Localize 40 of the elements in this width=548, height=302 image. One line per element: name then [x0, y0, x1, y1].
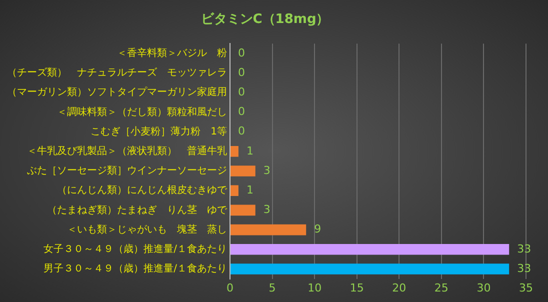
x-tick-label: 30 — [476, 281, 491, 294]
data-label: 3 — [263, 203, 270, 216]
data-label: 0 — [238, 46, 245, 60]
y-tick-label: ＜調味料類＞（だし類）顆粒和風だし — [57, 106, 227, 118]
data-label: 0 — [238, 105, 245, 118]
bar — [230, 264, 510, 274]
x-tick-label: 0 — [226, 281, 234, 294]
bar — [230, 204, 256, 216]
y-tick-label: ＜香辛料類＞バジル 粉 — [117, 46, 227, 59]
data-label: 33 — [517, 262, 532, 275]
y-tick-label: ＜牛乳及び乳製品＞（液状乳類） 普通牛乳 — [27, 144, 227, 157]
x-tick-label: 15 — [350, 281, 364, 294]
y-tick-label: ＜いも類＞じゃがいも 塊茎 蒸し — [67, 223, 227, 236]
x-tick-label: 35 — [519, 281, 533, 294]
y-tick-label: 男子３０～４９（歳）推進量/１食あたり — [44, 262, 227, 275]
y-tick-label: （にんじん類）にんじん根皮むきゆで — [57, 184, 228, 196]
y-tick-label: ぶた［ソーセージ類］ウインナーソーセージ — [27, 164, 227, 177]
x-tick-label: 5 — [268, 281, 276, 294]
bar — [230, 244, 510, 255]
y-tick-label: こむぎ［小麦粉］薄力粉 1等 — [90, 125, 227, 138]
data-label: 1 — [246, 144, 254, 158]
bar — [230, 224, 306, 236]
data-label: 9 — [314, 222, 322, 236]
x-tick-label: 10 — [308, 281, 322, 294]
bar — [230, 185, 238, 196]
data-label: 3 — [263, 164, 270, 177]
y-tick-label: （マーガリン類）ソフトタイプマーガリン家庭用 — [7, 86, 227, 98]
data-label: 0 — [238, 124, 245, 138]
data-label: 0 — [238, 85, 245, 98]
chart-title: ビタミンC（18mg） — [200, 12, 330, 28]
data-label: 0 — [238, 66, 245, 79]
x-tick-label: 20 — [392, 281, 406, 294]
x-tick-label: 25 — [434, 281, 448, 294]
bar — [230, 146, 238, 157]
y-tick-label: 女子３０～４９（歳）推進量/１食あたり — [44, 242, 227, 255]
data-label: 33 — [517, 242, 532, 256]
y-tick-label: （たまねぎ類）たまねぎ りん茎 ゆで — [47, 204, 228, 216]
bar — [230, 166, 256, 176]
y-tick-label: （チーズ類） ナチュラルチーズ モッツァレラ — [7, 66, 227, 79]
data-label: 1 — [246, 183, 254, 196]
